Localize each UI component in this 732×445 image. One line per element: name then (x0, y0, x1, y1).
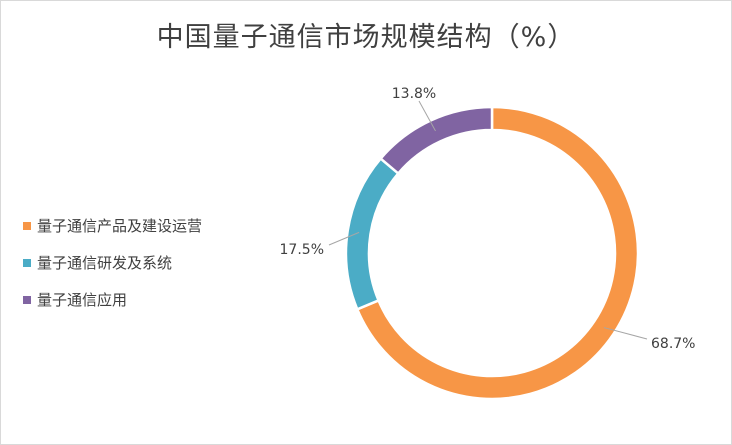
slice-rnd (344, 156, 400, 311)
data-label-products: 68.7% (651, 336, 695, 352)
slice-applications (378, 105, 494, 176)
legend: 量子通信产品及建设运营 量子通信研发及系统 量子通信应用 (23, 207, 202, 318)
legend-swatch-applications (23, 295, 31, 304)
leader-line-products (603, 327, 648, 340)
legend-label-products: 量子通信产品及建设运营 (37, 217, 203, 235)
legend-label-applications: 量子通信应用 (37, 291, 128, 309)
data-label-rnd: 17.5% (280, 242, 324, 258)
slice-products (355, 105, 640, 401)
leader-line-applications (418, 100, 436, 132)
legend-item-rnd: 量子通信研发及系统 (23, 244, 202, 281)
legend-item-applications: 量子通信应用 (23, 281, 202, 318)
leader-line-rnd (328, 231, 360, 246)
chart-title: 中国量子通信市场规模结构（%） (156, 22, 576, 53)
legend-label-rnd: 量子通信研发及系统 (37, 254, 173, 272)
data-label-applications: 13.8% (392, 86, 436, 102)
legend-swatch-products (23, 221, 31, 230)
legend-item-products: 量子通信产品及建设运营 (23, 207, 202, 244)
legend-swatch-rnd (23, 258, 31, 267)
